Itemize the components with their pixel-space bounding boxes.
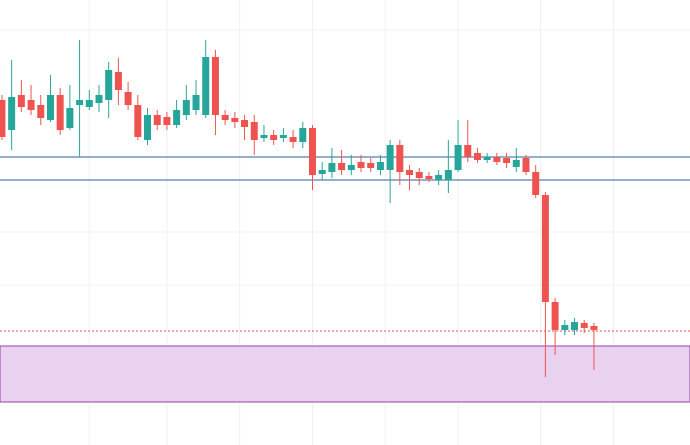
candle-body [134,105,142,137]
candle-body [318,170,326,174]
candle-body [17,95,25,107]
candle-body [299,128,307,142]
candle-body [95,95,103,103]
candle-body [522,158,530,172]
candle-body [182,100,190,115]
candle-body [192,95,200,110]
candle-body [37,105,45,118]
candle-body [425,176,433,179]
candle-body [231,118,239,122]
candle-body [221,115,229,120]
candle-body [46,95,54,120]
candle-body [561,325,569,330]
candle-body [464,145,472,157]
candle-body [367,163,375,168]
candle-body [211,57,219,115]
candle-body [473,153,481,160]
candle-body [8,97,16,130]
candle-body [308,128,316,175]
candle-body [144,115,152,140]
candle-body [124,92,132,105]
candle-body [512,160,520,167]
candle-body [406,170,414,175]
candle-body [541,195,549,302]
candle-body [590,326,598,330]
candle-body [27,100,35,110]
zone [0,345,690,403]
candle-body [386,145,394,170]
candle-body [0,100,6,137]
candle-body [415,172,423,178]
candle-body [503,158,511,163]
candle-body [454,145,462,170]
candle-body [76,100,84,105]
candle-body [241,120,249,127]
candle-body [105,70,113,100]
candle-body [289,137,297,142]
candle-body [202,57,210,115]
candle-body [338,163,346,170]
candle-body [56,95,64,130]
candle-body [85,100,93,107]
candle-body [347,165,355,170]
candle-body [580,323,588,328]
candle-body [357,162,365,168]
candle-body [163,117,171,125]
candle-body [279,135,287,138]
candle-body [571,322,579,330]
candle-body [493,157,501,162]
candle-body [532,172,540,195]
candle-body [153,115,161,125]
candle-body [483,157,491,160]
candle-body [396,145,404,172]
candle-body [376,162,384,170]
candle-body [173,110,181,125]
candle-body [551,302,559,330]
candle-body [444,170,452,180]
candle-body [250,122,258,140]
candle-body [270,135,278,140]
candle-body [114,72,122,90]
candle-body [260,135,268,138]
candle-body [328,163,336,172]
candle-body [66,108,74,128]
candle-body [435,175,443,180]
